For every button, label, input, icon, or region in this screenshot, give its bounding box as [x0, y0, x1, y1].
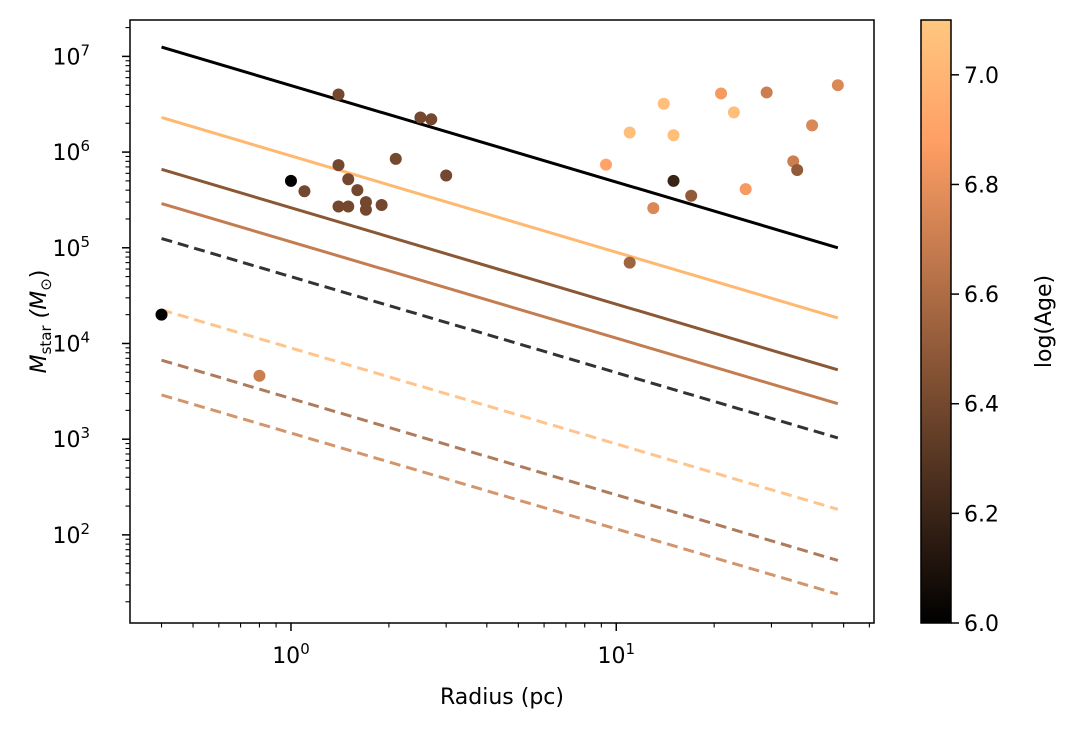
y-tick-label: 105 — [52, 233, 90, 262]
data-point-31 — [791, 163, 804, 176]
colorbar: 6.0 6.2 6.4 6.6 6.8 7.0 log(Age) — [920, 19, 1057, 637]
y-tick-label: 107 — [52, 41, 90, 70]
colorbar-tick-label: 6.0 — [964, 612, 999, 637]
model-line-6 — [161, 308, 839, 511]
colorbar-tick-label: 6.8 — [964, 173, 999, 198]
data-point-2 — [253, 369, 266, 382]
y-tick-exponent: 2 — [80, 520, 90, 538]
data-point-28 — [739, 183, 752, 196]
data-point-24 — [667, 174, 680, 187]
data-point-20 — [623, 256, 636, 269]
y-tick-exponent: 3 — [80, 424, 90, 442]
x-tick-label: 100 — [272, 640, 310, 669]
data-point-12 — [359, 203, 372, 216]
y-tick-label: 102 — [52, 520, 90, 549]
data-point-19 — [623, 126, 636, 139]
data-point-8 — [342, 173, 355, 186]
x-tick-exponent: 0 — [300, 640, 310, 658]
y-label-subscript: star — [37, 325, 55, 355]
data-point-3 — [284, 174, 297, 187]
x-axis-label: Radius (pc) — [440, 685, 564, 710]
x-tick-base: 10 — [597, 644, 625, 669]
colorbar-tick-label: 6.4 — [964, 393, 999, 418]
y-label-unit-open: (M — [27, 291, 52, 326]
y-tick-base: 10 — [52, 45, 80, 70]
data-point-22 — [657, 97, 670, 110]
data-point-1 — [155, 308, 168, 321]
y-tick-base: 10 — [52, 332, 80, 357]
y-label-unit-sub: ⊙ — [37, 278, 55, 291]
y-tick-base: 10 — [52, 141, 80, 166]
data-point-32 — [806, 119, 819, 132]
model-line-3 — [161, 167, 839, 372]
y-tick-base: 10 — [52, 524, 80, 549]
y-label-symbol: M — [27, 354, 52, 373]
model-line-8 — [161, 393, 839, 596]
data-point-27 — [727, 106, 740, 119]
model-line-4 — [161, 202, 839, 406]
x-tick-exponent: 1 — [625, 640, 635, 658]
data-point-16 — [425, 113, 438, 126]
data-point-29 — [760, 86, 773, 99]
y-tick-base: 10 — [52, 237, 80, 262]
model-line-1 — [161, 45, 839, 250]
data-point-5 — [332, 88, 345, 101]
y-tick-exponent: 7 — [80, 41, 90, 59]
data-point-15 — [414, 111, 427, 124]
data-point-23 — [667, 129, 680, 142]
axes-frame — [129, 19, 875, 624]
data-point-6 — [332, 159, 345, 172]
y-tick-label: 103 — [52, 424, 90, 453]
y-tick-exponent: 4 — [80, 328, 90, 346]
y-tick-label: 104 — [52, 328, 90, 357]
data-point-21 — [647, 202, 660, 215]
colorbar-tick-label: 7.0 — [964, 64, 999, 89]
y-tick-base: 10 — [52, 428, 80, 453]
y-tick-exponent: 6 — [80, 137, 90, 155]
x-tick-label: 101 — [597, 640, 635, 669]
data-point-7 — [332, 200, 345, 213]
colorbar-tick-label: 6.2 — [964, 502, 999, 527]
colorbar-tick-label: 6.6 — [964, 283, 999, 308]
y-label-unit-close: ) — [27, 270, 52, 279]
data-point-10 — [351, 184, 364, 197]
x-tick-base: 10 — [272, 644, 300, 669]
model-line-7 — [161, 358, 839, 562]
data-point-18 — [600, 158, 612, 171]
data-point-26 — [715, 87, 728, 100]
colorbar-label: log(Age) — [1032, 275, 1057, 368]
data-point-33 — [831, 79, 844, 92]
data-point-4 — [298, 185, 311, 198]
data-point-9 — [342, 200, 355, 213]
y-tick-label: 106 — [52, 137, 90, 166]
data-points — [155, 79, 844, 382]
data-point-17 — [440, 169, 453, 182]
model-line-5 — [161, 237, 839, 440]
colorbar-gradient — [921, 20, 951, 623]
model-lines — [161, 45, 839, 596]
y-tick-exponent: 5 — [80, 233, 90, 251]
data-point-13 — [375, 198, 388, 211]
x-axis: 100 101 — [160, 623, 870, 669]
data-point-25 — [685, 189, 698, 202]
data-point-14 — [389, 152, 402, 165]
colorbar-frame — [920, 19, 952, 624]
y-axis-label: Mstar (M⊙) — [27, 270, 55, 374]
model-line-2 — [161, 116, 839, 320]
